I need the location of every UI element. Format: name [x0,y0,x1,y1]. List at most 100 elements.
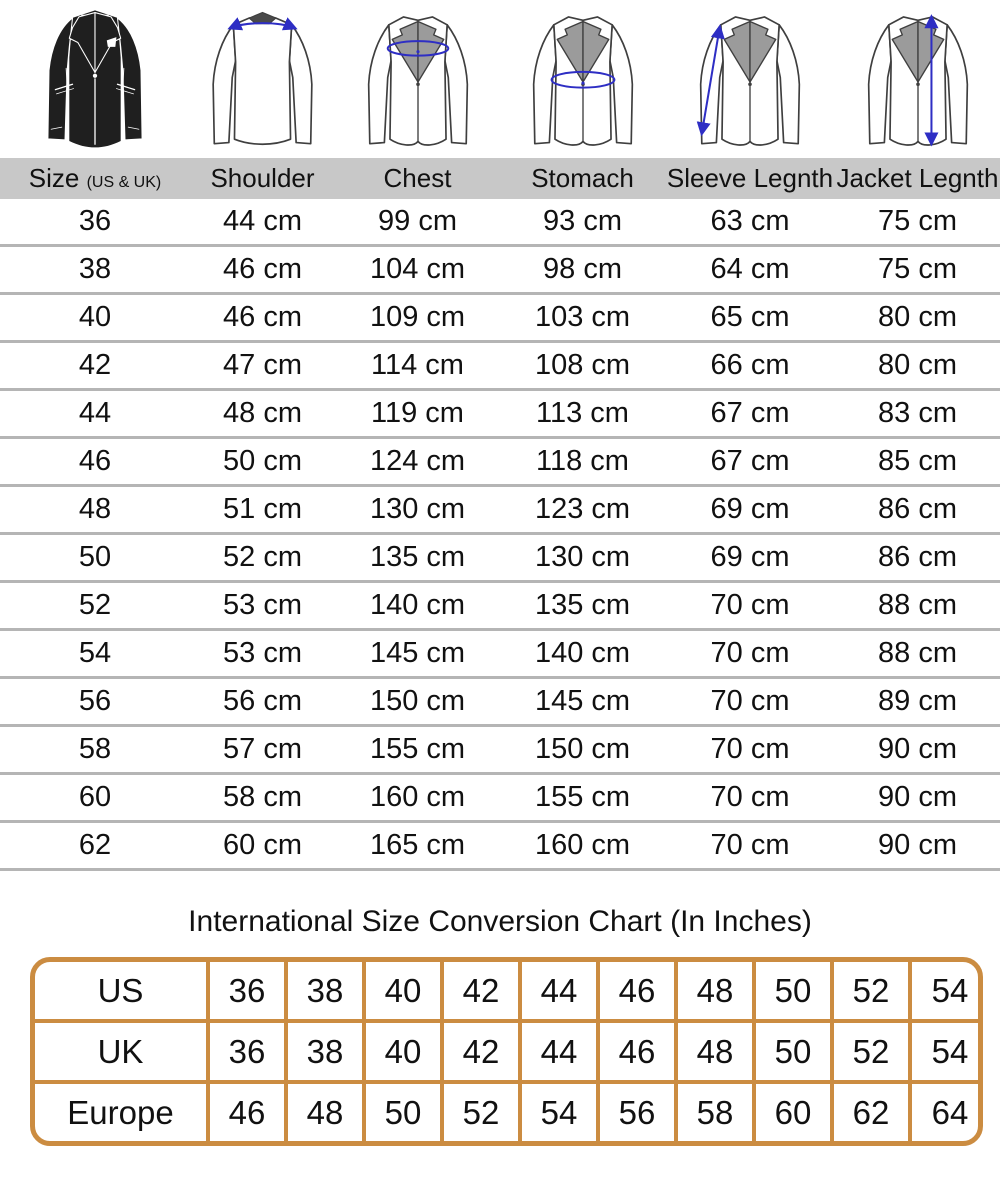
size-table-row: 60 58 cm 160 cm 155 cm 70 cm 90 cm [0,773,1000,823]
measurement-column-header: Chest [335,158,500,199]
sleeve-length-cell: 69 cm [665,485,835,535]
chest-cell: 119 cm [335,389,500,439]
size-table-row: 42 47 cm 114 cm 108 cm 66 cm 80 cm [0,341,1000,391]
shoulder-cell: 57 cm [190,725,335,775]
conversion-size-cell: 36 [206,1019,288,1084]
conversion-size-cell: 46 [206,1080,288,1141]
size-table-row: 44 48 cm 119 cm 113 cm 67 cm 83 cm [0,389,1000,439]
shoulder-cell: 46 cm [190,245,335,295]
size-table-row: 40 46 cm 109 cm 103 cm 65 cm 80 cm [0,293,1000,343]
chest-cell: 109 cm [335,293,500,343]
conversion-size-cell: 58 [674,1080,756,1141]
conversion-row: US 36 38 40 42 44 46 48 50 52 54 [35,962,978,1023]
size-cell: 38 [0,245,190,295]
stomach-cell: 160 cm [500,821,665,871]
shoulder-cell: 60 cm [190,821,335,871]
shoulder-cell: 53 cm [190,629,335,679]
chest-cell: 160 cm [335,773,500,823]
measurement-column-header: Shoulder [190,158,335,199]
size-table: Size (US & UK) Shoulder Chest Stomach Sl… [0,158,1000,871]
conversion-row: Europe 46 48 50 52 54 56 58 60 62 64 [35,1080,978,1141]
size-cell: 40 [0,293,190,343]
stomach-cell: 155 cm [500,773,665,823]
conversion-size-cell: 60 [752,1080,834,1141]
chest-cell: 114 cm [335,341,500,391]
jacket-length-measurement-illustration [835,0,1000,158]
size-cell: 54 [0,629,190,679]
shoulder-measure-icon [190,8,335,156]
stomach-measure-icon [510,8,656,156]
conversion-row: UK 36 38 40 42 44 46 48 50 52 54 [35,1019,978,1084]
stomach-cell: 150 cm [500,725,665,775]
size-table-row: 62 60 cm 165 cm 160 cm 70 cm 90 cm [0,821,1000,871]
size-cell: 56 [0,677,190,727]
conversion-size-cell: 44 [518,962,600,1023]
size-table-row: 58 57 cm 155 cm 150 cm 70 cm 90 cm [0,725,1000,775]
stomach-cell: 130 cm [500,533,665,583]
conversion-size-cell: 52 [830,1019,912,1084]
jacket-length-cell: 90 cm [835,725,1000,775]
conversion-chart-title: International Size Conversion Chart (In … [188,905,812,938]
jacket-length-cell: 85 cm [835,437,1000,487]
black-suit-jacket-illustration [0,0,190,158]
chest-cell: 165 cm [335,821,500,871]
measurement-column-header: Stomach [500,158,665,199]
size-cell: 62 [0,821,190,871]
chest-cell: 99 cm [335,199,500,247]
sleeve-length-measure-icon [696,8,823,156]
stomach-cell: 98 cm [500,245,665,295]
conversion-size-cell: 56 [596,1080,678,1141]
size-cell: 52 [0,581,190,631]
region-label-cell: Europe [35,1080,210,1141]
size-header-sublabel: (US & UK) [86,174,162,191]
sleeve-length-cell: 70 cm [665,773,835,823]
conversion-size-cell: 40 [362,1019,444,1084]
shoulder-cell: 56 cm [190,677,335,727]
jacket-length-cell: 86 cm [835,533,1000,583]
size-column-header: Size (US & UK) [0,158,190,199]
conversion-table-body: US 36 38 40 42 44 46 48 50 52 54 UK 36 3… [35,962,978,1141]
region-label-cell: US [35,962,210,1023]
conversion-size-cell: 48 [284,1080,366,1141]
conversion-table: US 36 38 40 42 44 46 48 50 52 54 UK 36 3… [35,962,978,1141]
sleeve-length-cell: 70 cm [665,629,835,679]
conversion-size-cell: 50 [362,1080,444,1141]
conversion-size-cell: 44 [518,1019,600,1084]
sleeve-length-cell: 66 cm [665,341,835,391]
measurement-column-header: Jacket Legnth [835,158,1000,199]
chest-cell: 130 cm [335,485,500,535]
conversion-size-cell: 62 [830,1080,912,1141]
sleeve-length-cell: 70 cm [665,725,835,775]
conversion-size-cell: 54 [908,1019,978,1084]
size-table-row: 46 50 cm 124 cm 118 cm 67 cm 85 cm [0,437,1000,487]
conversion-size-cell: 54 [518,1080,600,1141]
sleeve-length-cell: 70 cm [665,581,835,631]
stomach-cell: 145 cm [500,677,665,727]
jacket-length-cell: 80 cm [835,293,1000,343]
sleeve-length-cell: 70 cm [665,821,835,871]
size-table-header: Size (US & UK) Shoulder Chest Stomach Sl… [0,158,1000,199]
size-cell: 36 [0,199,190,247]
region-label-cell: UK [35,1019,210,1084]
conversion-size-cell: 50 [752,1019,834,1084]
size-header-label: Size [28,163,80,193]
jacket-length-cell: 86 cm [835,485,1000,535]
conversion-size-cell: 54 [908,962,978,1023]
stomach-cell: 123 cm [500,485,665,535]
conversion-size-cell: 36 [206,962,288,1023]
conversion-size-cell: 46 [596,962,678,1023]
conversion-size-cell: 38 [284,1019,366,1084]
chest-cell: 155 cm [335,725,500,775]
shoulder-cell: 48 cm [190,389,335,439]
size-table-row: 36 44 cm 99 cm 93 cm 63 cm 75 cm [0,199,1000,247]
jacket-length-cell: 75 cm [835,245,1000,295]
size-cell: 46 [0,437,190,487]
size-table-row: 52 53 cm 140 cm 135 cm 70 cm 88 cm [0,581,1000,631]
jacket-length-cell: 75 cm [835,199,1000,247]
chest-cell: 150 cm [335,677,500,727]
shoulder-cell: 52 cm [190,533,335,583]
chest-measurement-illustration [335,0,500,158]
jacket-length-cell: 80 cm [835,341,1000,391]
shoulder-cell: 44 cm [190,199,335,247]
stomach-cell: 108 cm [500,341,665,391]
